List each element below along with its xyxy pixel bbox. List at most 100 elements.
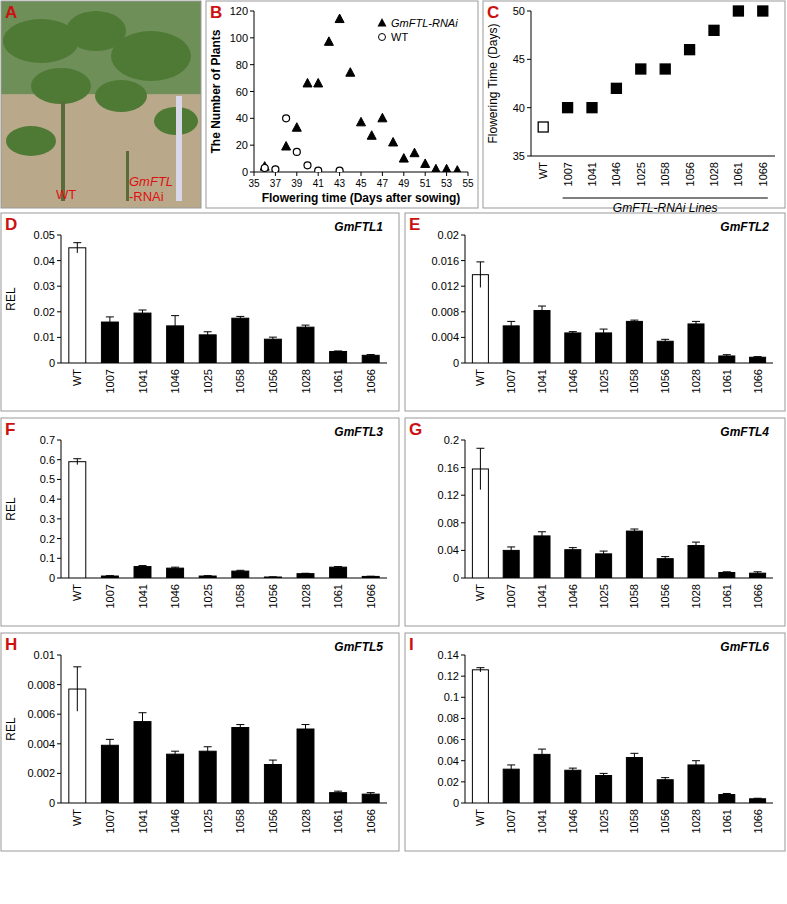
error-cap [600, 773, 608, 774]
panel-letter: H [5, 635, 17, 654]
y-tick-label: 0 [49, 797, 55, 809]
error-bar [692, 321, 700, 326]
x-tick-label: 1061 [332, 809, 344, 833]
x-tick-label: 1056 [267, 369, 279, 393]
bar [69, 462, 86, 578]
error-cap [507, 764, 515, 765]
bar [330, 351, 347, 363]
y-tick-label: 0.08 [438, 517, 459, 529]
error-cap [507, 321, 515, 322]
y-tick [461, 260, 465, 261]
error-line [542, 306, 543, 315]
legend: GmFTL-RNAiWT [378, 17, 459, 43]
y-tick-label: 0 [453, 357, 459, 369]
error-cap [367, 576, 375, 577]
error-line [240, 725, 241, 731]
error-line [696, 761, 697, 769]
x-tick-label: 49 [398, 178, 410, 189]
error-line [272, 760, 273, 769]
y-tick-label: 60 [236, 86, 248, 98]
bars [472, 668, 765, 803]
x-tick-label: 1007 [505, 809, 517, 833]
x-tick-label: 1058 [628, 584, 640, 608]
error-bar [661, 778, 669, 782]
x-tick-label: 1046 [567, 809, 579, 833]
photo-leaf [95, 80, 147, 112]
x-tick-label: 41 [313, 178, 325, 189]
x-tick-label: 1041 [586, 162, 598, 186]
photo-bg [1, 1, 201, 208]
x-tick-label: 1061 [732, 162, 744, 186]
error-line [480, 668, 481, 672]
x-tick-label: 1007 [505, 369, 517, 393]
x-tick-label: 1056 [267, 809, 279, 833]
x-tick-label: 1066 [365, 809, 377, 833]
bar [264, 577, 281, 578]
bar [626, 758, 642, 803]
x-tick-label: 1046 [169, 369, 181, 393]
x-tick-label: 55 [462, 178, 474, 189]
bar [167, 754, 184, 803]
error-line [634, 529, 635, 533]
point [660, 64, 670, 74]
error-bar [569, 768, 577, 772]
y-tick [57, 235, 61, 236]
x-tick-label: 1025 [202, 809, 214, 833]
error-cap [302, 573, 310, 574]
x-tick [425, 172, 426, 176]
error-bar [106, 317, 114, 327]
error-bar [171, 751, 179, 757]
x-tick-label: 1056 [659, 584, 671, 608]
error-bar [367, 576, 375, 577]
y-axis-label: REL [4, 717, 18, 741]
point [421, 159, 430, 168]
photo-panel: AWTGmFTL-RNAi [1, 1, 201, 208]
title: GmFTL5 [334, 640, 383, 654]
error-cap [73, 666, 81, 667]
y-tick-label: 120 [230, 5, 248, 17]
y-tick [57, 684, 61, 685]
y-tick [250, 91, 254, 92]
error-line [696, 542, 697, 549]
point [636, 64, 646, 74]
bar [565, 770, 581, 803]
y-tick [57, 518, 61, 519]
error-cap [204, 575, 212, 576]
error-bar [661, 339, 669, 343]
x-tick-label: 1028 [300, 584, 312, 608]
y-tick [461, 363, 465, 364]
legend-symbol [378, 18, 387, 27]
bar [565, 550, 581, 578]
point [303, 78, 312, 87]
error-bar [569, 548, 577, 552]
error-cap [600, 329, 608, 330]
x-axis-label: Flowering time (Days after sowing) [262, 191, 461, 205]
y-axis [61, 655, 62, 803]
bar [232, 728, 249, 803]
bar [688, 765, 704, 803]
bar [167, 568, 184, 578]
panel-letter: I [409, 635, 414, 654]
error-bar [754, 357, 762, 358]
bar [750, 799, 766, 803]
bar [101, 576, 118, 578]
y-tick [57, 538, 61, 539]
bar [232, 571, 249, 578]
bar [534, 754, 550, 803]
error-bar [269, 760, 277, 769]
error-cap [334, 566, 342, 567]
y-tick-label: 0 [49, 572, 55, 584]
error-line [109, 317, 110, 327]
bar [596, 554, 612, 578]
y-tick-label: 0.02 [438, 229, 459, 241]
error-line [665, 557, 666, 561]
error-cap [367, 354, 375, 355]
bars [472, 262, 765, 363]
x-tick-label: 1007 [562, 162, 574, 186]
x-tick-label: 45 [355, 178, 367, 189]
bar-panel: 00.0040.0080.0120.0160.02WT1007104110461… [405, 213, 785, 411]
error-cap [106, 316, 114, 317]
panel-letter: F [5, 420, 15, 439]
error-cap [754, 356, 762, 357]
error-cap [754, 798, 762, 799]
